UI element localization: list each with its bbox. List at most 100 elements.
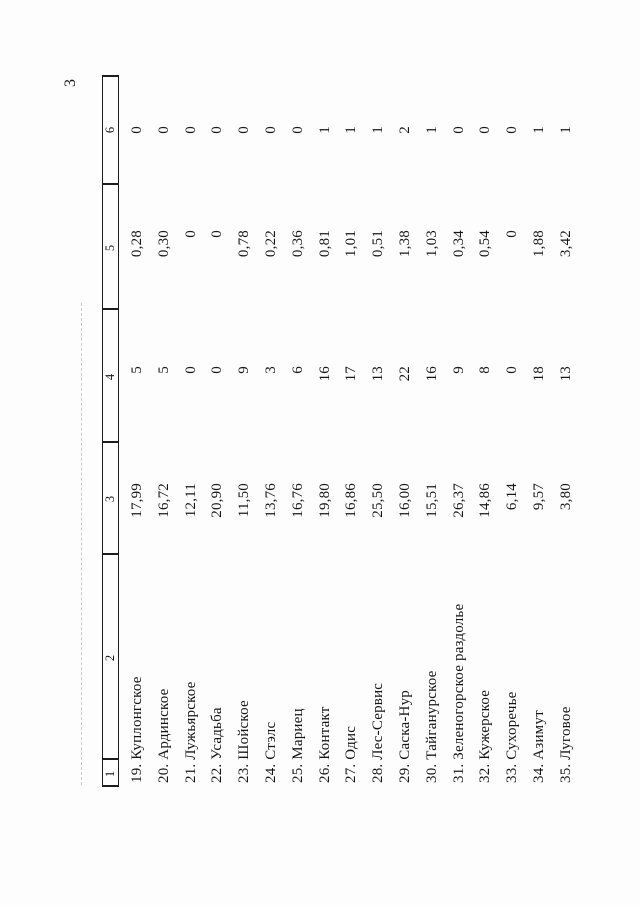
row-value-col-6: 1 <box>557 126 574 134</box>
row-value-col-5: 0,51 <box>370 230 387 258</box>
row-value-col-4: 0 <box>504 366 521 374</box>
row-value-col-4: 3 <box>262 366 279 374</box>
row-name-cell: 28. Лес-Сервис <box>370 682 387 783</box>
row-value-col-4: 18 <box>530 366 547 382</box>
row-value-col-6: 0 <box>155 126 172 134</box>
row-value-col-3: 16,86 <box>343 483 360 518</box>
row-value-col-4: 0 <box>209 366 226 374</box>
row-name-cell: 32. Кужерское <box>477 689 494 783</box>
column-header-2: 2 <box>103 654 117 662</box>
row-name-cell: 30. Тайганурское <box>423 670 440 783</box>
row-name-cell: 20. Ардинское <box>155 688 172 783</box>
row-value-col-6: 0 <box>236 126 253 134</box>
table-row: 22. Усадьба 20,90 0 0 0 <box>204 0 231 905</box>
row-value-col-3: 15,51 <box>423 483 440 518</box>
row-value-col-3: 16,76 <box>289 483 306 518</box>
row-value-col-3: 16,72 <box>155 483 172 518</box>
row-value-col-4: 9 <box>236 366 253 374</box>
row-value-col-5: 0,81 <box>316 230 333 258</box>
row-value-col-3: 6,14 <box>504 483 521 511</box>
table-row: 31. Зеленогорское раздолье 26,37 9 0,34 … <box>446 0 473 905</box>
table-row: 29. Саска-Нур 16,00 22 1,38 2 <box>392 0 419 905</box>
row-value-col-6: 0 <box>477 126 494 134</box>
row-value-col-3: 16,00 <box>396 483 413 518</box>
header-cell-divider <box>103 75 118 77</box>
row-value-col-5: 0,78 <box>236 230 253 258</box>
row-value-col-4: 9 <box>450 366 467 374</box>
table-row: 19. Куплонгское 17,99 5 0,28 0 <box>124 0 151 905</box>
row-name-cell: 27. Одис <box>343 725 360 783</box>
row-name-cell: 19. Куплонгское <box>129 676 145 783</box>
table-row: 26. Контакт 19,80 16 0,81 1 <box>312 0 339 905</box>
scan-artifact-rule <box>81 303 82 785</box>
row-value-col-3: 11,50 <box>236 483 253 518</box>
row-value-col-3: 25,50 <box>370 483 387 518</box>
table-row: 25. Мариец 16,76 6 0,36 0 <box>285 0 312 905</box>
row-name-cell: 26. Контакт <box>316 706 333 783</box>
column-header-4: 4 <box>103 373 117 381</box>
row-value-col-5: 0 <box>182 230 199 238</box>
row-value-col-3: 14,86 <box>477 483 494 518</box>
row-value-col-5: 1,03 <box>423 230 440 258</box>
row-value-col-3: 26,37 <box>450 483 467 518</box>
header-cell-divider <box>103 441 118 443</box>
row-value-col-4: 8 <box>477 366 494 374</box>
row-value-col-5: 1,01 <box>343 230 360 258</box>
row-value-col-4: 16 <box>316 366 333 382</box>
row-value-col-6: 1 <box>343 126 360 134</box>
row-value-col-3: 12,11 <box>182 483 199 518</box>
row-name-cell: 31. Зеленогорское раздолье <box>450 603 467 783</box>
table-header-row: 1 2 3 4 5 6 <box>102 75 119 787</box>
row-value-col-4: 13 <box>557 366 574 382</box>
row-value-col-6: 1 <box>530 126 547 134</box>
row-value-col-3: 13,76 <box>262 483 279 518</box>
row-value-col-3: 9,57 <box>530 483 547 511</box>
row-value-col-5: 0 <box>504 230 521 238</box>
row-value-col-6: 0 <box>262 126 279 134</box>
row-value-col-6: 1 <box>423 126 440 134</box>
row-value-col-6: 1 <box>316 126 333 134</box>
row-name-cell: 22. Усадьба <box>209 707 226 783</box>
row-value-col-5: 0,36 <box>289 230 306 258</box>
row-name-cell: 35. Луговое <box>557 706 574 783</box>
row-value-col-5: 0,28 <box>129 230 145 258</box>
row-value-col-5: 3,42 <box>557 230 574 258</box>
row-name-cell: 25. Мариец <box>289 708 306 783</box>
row-value-col-3: 3,80 <box>557 483 574 511</box>
row-value-col-6: 0 <box>504 126 521 134</box>
row-value-col-5: 0,34 <box>450 230 467 258</box>
row-value-col-3: 17,99 <box>129 483 145 518</box>
row-value-col-4: 22 <box>396 366 413 382</box>
row-value-col-6: 0 <box>129 126 145 134</box>
row-value-col-4: 17 <box>343 366 360 382</box>
table-row: 30. Тайганурское 15,51 16 1,03 1 <box>419 0 446 905</box>
row-value-col-5: 0,54 <box>477 230 494 258</box>
row-value-col-4: 0 <box>182 366 199 374</box>
row-value-col-6: 1 <box>370 126 387 134</box>
row-value-col-6: 0 <box>450 126 467 134</box>
page-number: 3 <box>62 79 79 87</box>
table-row: 33. Сухоречье 6,14 0 0 0 <box>499 0 526 905</box>
row-value-col-6: 0 <box>289 126 306 134</box>
table-row: 27. Одис 16,86 17 1,01 1 <box>338 0 365 905</box>
row-value-col-3: 19,80 <box>316 483 333 518</box>
table-row: 21. Лужьярское 12,11 0 0 0 <box>178 0 205 905</box>
table-row: 23. Шойское 11,50 9 0,78 0 <box>231 0 258 905</box>
row-value-col-6: 2 <box>396 126 413 134</box>
header-cell-divider <box>103 553 118 555</box>
table-row: 34. Азимут 9,57 18 1,88 1 <box>526 0 553 905</box>
table-body: 19. Куплонгское 17,99 5 0,28 0 20. Ардин… <box>124 0 580 905</box>
table-row: 28. Лес-Сервис 25,50 13 0,51 1 <box>365 0 392 905</box>
row-name-cell: 21. Лужьярское <box>182 681 199 783</box>
table-row: 24. Стэлс 13,76 3 0,22 0 <box>258 0 285 905</box>
row-value-col-5: 0,30 <box>155 230 172 258</box>
table-row: 20. Ардинское 16,72 5 0,30 0 <box>151 0 178 905</box>
row-value-col-5: 0 <box>209 230 226 238</box>
row-value-col-6: 0 <box>182 126 199 134</box>
header-cell-divider <box>103 183 118 185</box>
row-value-col-4: 13 <box>370 366 387 382</box>
row-value-col-5: 0,22 <box>262 230 279 258</box>
row-name-cell: 33. Сухоречье <box>504 691 521 784</box>
